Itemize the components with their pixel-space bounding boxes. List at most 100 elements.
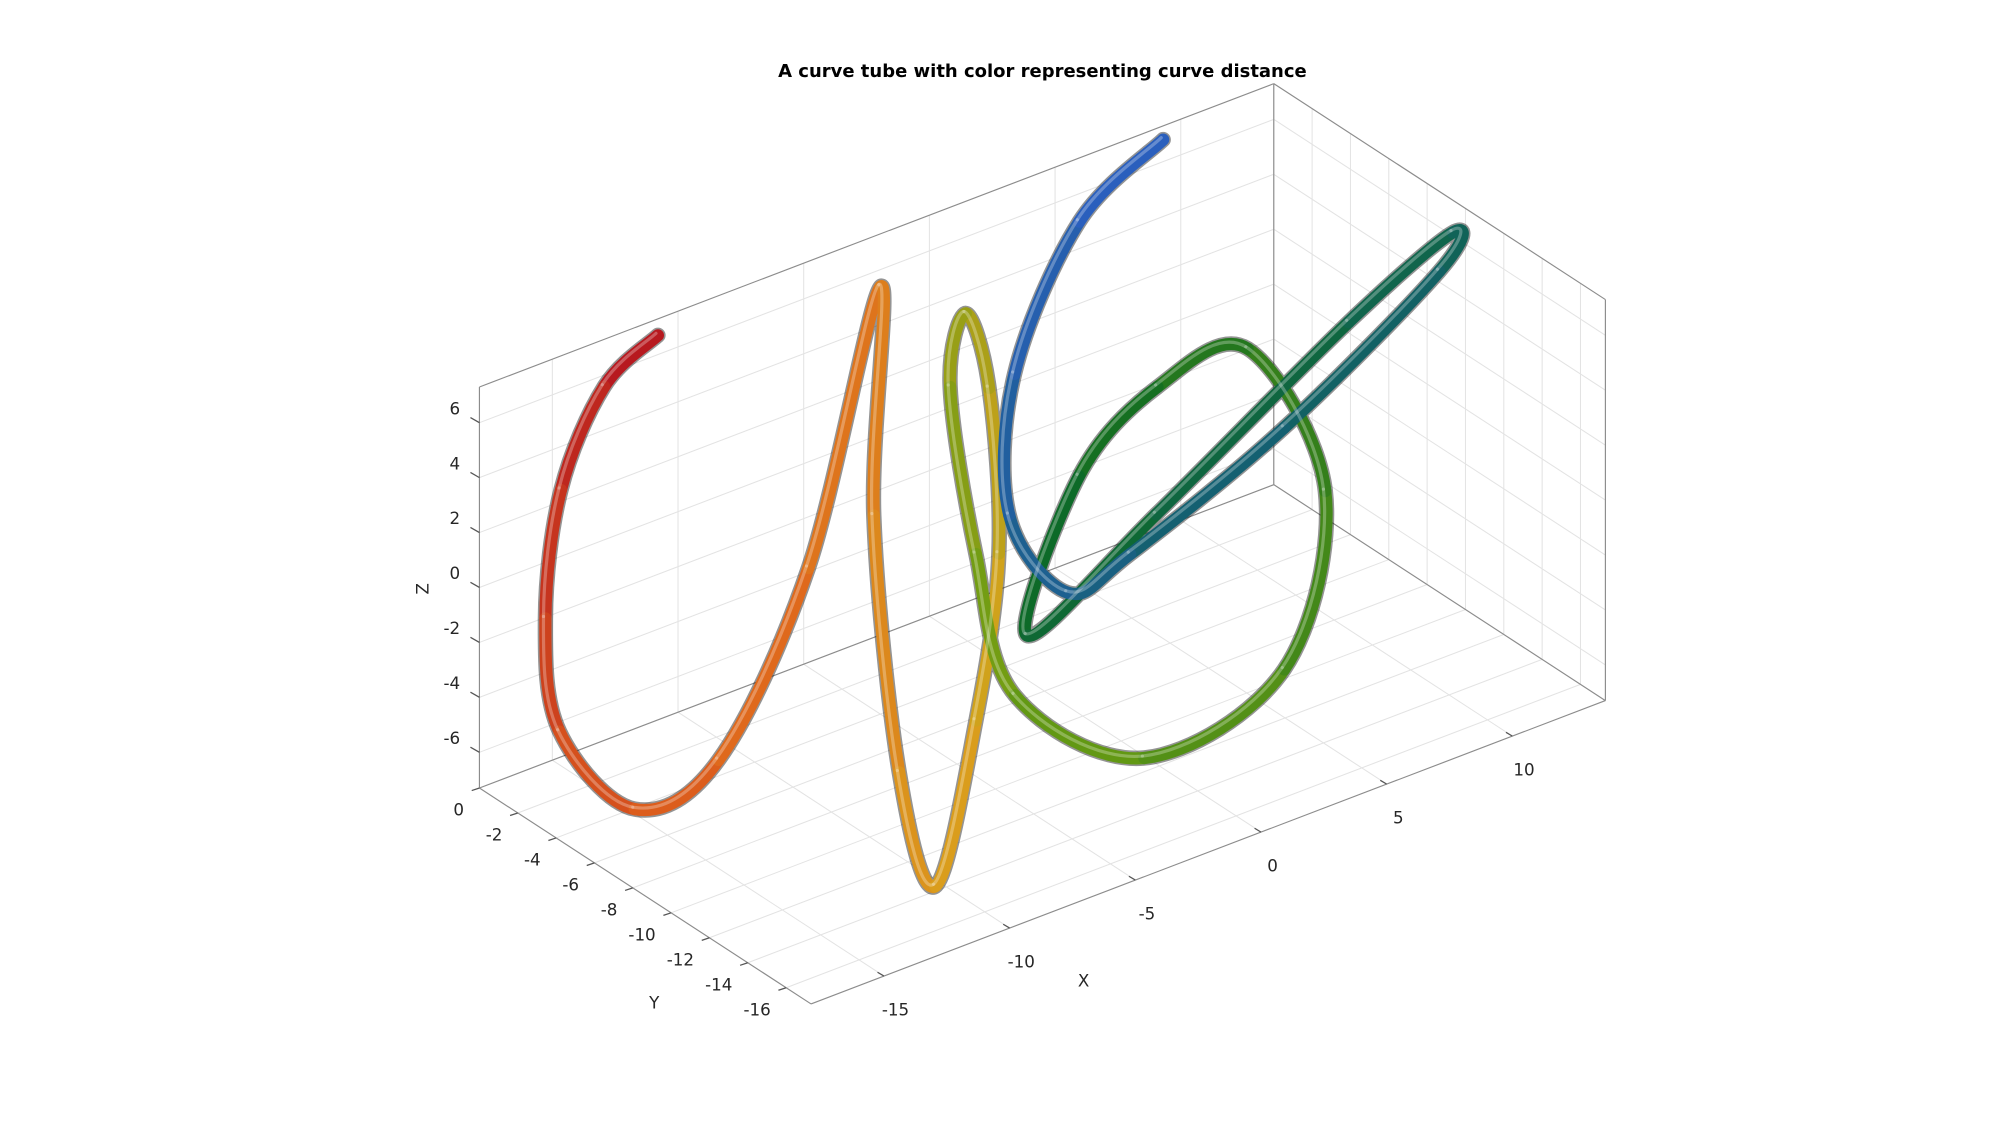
tube-highlight xyxy=(1152,318,1349,514)
tube-segment xyxy=(1150,316,1355,521)
tick-mark xyxy=(624,887,633,892)
axis-line xyxy=(479,787,812,1005)
tick-mark xyxy=(509,812,518,817)
x-tick-label: 5 xyxy=(1393,807,1404,827)
axis-line xyxy=(1273,83,1606,301)
tick-mark xyxy=(1379,779,1388,785)
tick-mark xyxy=(1254,827,1262,833)
tube-segment xyxy=(539,483,568,625)
y-tick-label: -16 xyxy=(743,999,770,1019)
tube-highlight xyxy=(985,384,999,554)
grid-line xyxy=(594,559,1389,864)
tube-highlight xyxy=(931,717,976,886)
tube-highlight xyxy=(1280,487,1327,670)
grid-line xyxy=(479,173,1274,479)
y-tick-label: -12 xyxy=(667,949,694,969)
tube-highlight xyxy=(870,511,899,773)
tube-highlight xyxy=(946,309,966,387)
tube-highlight xyxy=(1126,424,1284,554)
tube-segment xyxy=(1241,342,1332,498)
tube-highlight xyxy=(1435,226,1463,271)
tube-highlight xyxy=(1153,340,1248,387)
tube-segment xyxy=(1008,689,1151,765)
tube-highlight xyxy=(1140,665,1284,758)
tube-highlight xyxy=(972,550,1015,695)
grid-line xyxy=(632,584,1428,889)
tube-segment xyxy=(944,380,983,561)
grid-line xyxy=(670,609,1466,914)
x-tick-label: -5 xyxy=(1139,903,1156,923)
tube-segment xyxy=(929,714,983,893)
x-axis-label: X xyxy=(1078,971,1089,991)
tube-segment xyxy=(1433,224,1469,278)
tube-highlight xyxy=(1064,550,1130,594)
tube-highlight xyxy=(1005,511,1068,593)
tube-segment xyxy=(1072,380,1164,483)
x-tick-label: -10 xyxy=(1008,951,1035,971)
tube-segment xyxy=(943,307,972,394)
tick-mark xyxy=(778,987,787,991)
y-tick-label: -2 xyxy=(486,825,503,845)
tube-segment xyxy=(802,280,887,575)
y-tick-label: 0 xyxy=(453,800,464,820)
tube-highlight xyxy=(600,331,658,387)
tube-highlight xyxy=(962,309,989,388)
tick-mark xyxy=(470,581,480,589)
z-tick-label: -4 xyxy=(444,673,461,693)
tube-segment xyxy=(1138,663,1291,765)
tube-highlight xyxy=(715,564,809,760)
grid-line xyxy=(517,509,1313,814)
tube-segment xyxy=(1073,133,1170,228)
grid-line xyxy=(1273,228,1606,446)
grid-line xyxy=(555,534,1351,839)
z-tick-label: -2 xyxy=(444,618,461,638)
tube-highlight xyxy=(1023,510,1156,636)
z-axis-label: Z xyxy=(413,583,433,594)
tube-segment xyxy=(712,561,815,767)
tube-highlight xyxy=(869,282,884,516)
tube-segment xyxy=(969,547,1021,702)
tube-segment xyxy=(598,329,665,393)
tube-segment xyxy=(867,280,890,522)
tube-highlight xyxy=(1075,136,1163,222)
tick-mark xyxy=(663,912,672,917)
tick-mark xyxy=(1505,731,1513,737)
tube-highlight xyxy=(541,614,560,732)
tube-segment xyxy=(554,380,611,497)
tube-highlight xyxy=(1244,345,1326,491)
x-tick-label: 10 xyxy=(1513,759,1534,779)
tick-mark xyxy=(1002,923,1010,929)
tube-segment xyxy=(1278,484,1333,676)
tube-segment xyxy=(1003,508,1074,599)
grid-line xyxy=(1180,519,1513,737)
tube-highlight xyxy=(1075,383,1158,476)
tube-segment xyxy=(628,753,725,817)
tick-mark xyxy=(470,471,480,479)
grid-line xyxy=(1054,567,1387,785)
tick-mark xyxy=(470,526,480,534)
grid-line xyxy=(1273,283,1606,501)
z-tick-label: 0 xyxy=(450,563,461,583)
tube-highlight xyxy=(1280,267,1440,428)
axis-line xyxy=(479,83,1274,388)
tube-segment xyxy=(553,725,641,816)
tube-highlight xyxy=(895,768,936,887)
tick-mark xyxy=(470,636,480,643)
chart-title: A curve tube with color representing cur… xyxy=(778,61,1307,82)
y-tick-label: -14 xyxy=(705,974,732,994)
tube-highlight xyxy=(631,756,719,810)
tube-segment xyxy=(867,509,906,779)
grid-line xyxy=(1273,393,1606,611)
tube-highlight xyxy=(557,383,604,490)
tube-segment xyxy=(1008,215,1086,380)
y-tick-label: -8 xyxy=(601,899,618,919)
tick-mark xyxy=(739,962,749,966)
z-tick-label: 2 xyxy=(450,508,461,528)
tick-mark xyxy=(470,746,480,753)
grid-line xyxy=(1273,118,1606,336)
y-tick-label: -4 xyxy=(524,850,541,870)
z-tick-label: 6 xyxy=(450,398,461,418)
tube-highlight xyxy=(541,486,561,619)
